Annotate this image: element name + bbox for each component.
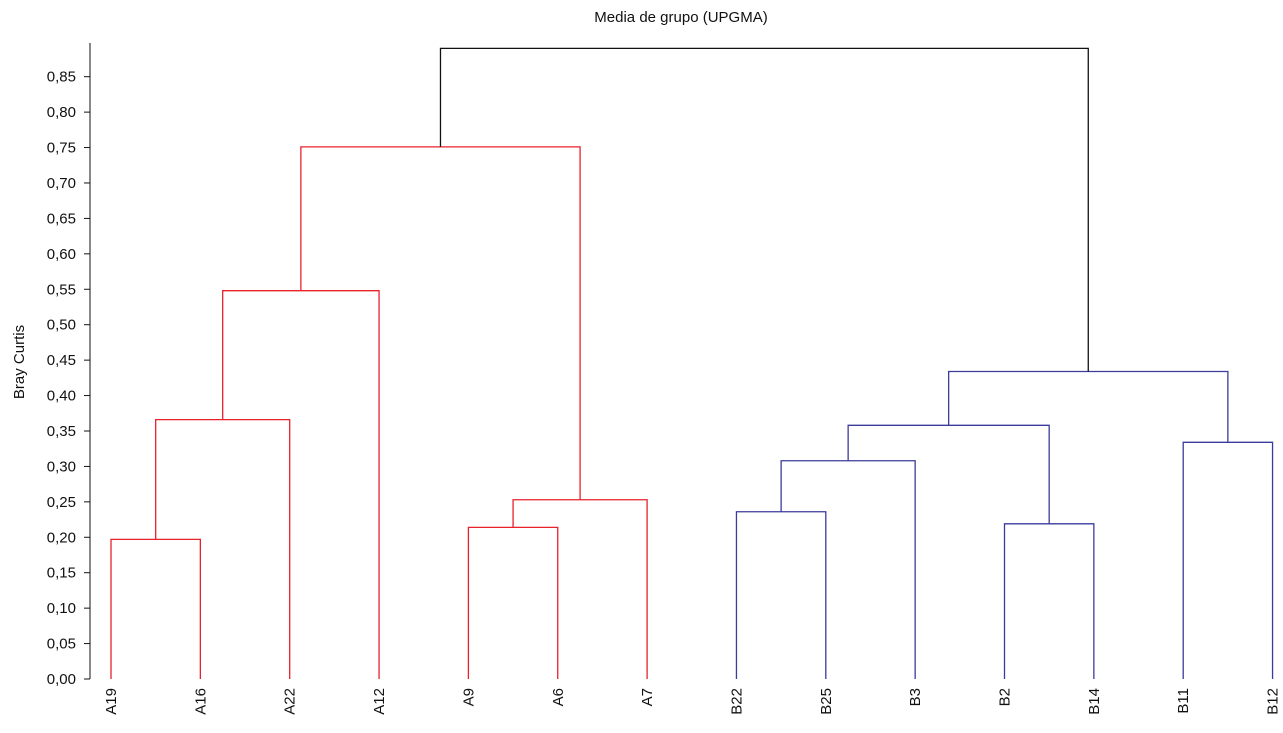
leaf-label: A22 bbox=[282, 688, 299, 715]
leaf-label: A6 bbox=[550, 688, 567, 706]
y-tick-label: 0,85 bbox=[47, 69, 76, 86]
dendrogram-link bbox=[780, 460, 916, 679]
leaf-label: B22 bbox=[728, 688, 745, 715]
y-tick-label: 0,20 bbox=[47, 529, 76, 546]
y-tick-label: 0,00 bbox=[47, 671, 76, 688]
leaf-label: B2 bbox=[997, 688, 1014, 706]
y-tick-label: 0,40 bbox=[47, 388, 76, 405]
dendrogram-link bbox=[155, 419, 291, 679]
leaf-label: A16 bbox=[192, 688, 209, 715]
y-axis-label: Bray Curtis bbox=[11, 325, 28, 399]
y-tick-label: 0,75 bbox=[47, 140, 76, 157]
y-tick-label: 0,35 bbox=[47, 423, 76, 440]
y-tick-label: 0,05 bbox=[47, 636, 76, 653]
leaf-label: B11 bbox=[1175, 688, 1192, 714]
y-tick-label: 0,45 bbox=[47, 352, 76, 369]
dendrogram-link bbox=[467, 526, 559, 679]
dendrogram-link bbox=[439, 47, 1089, 372]
leaf-label: B12 bbox=[1265, 688, 1282, 715]
chart-title: Media de grupo (UPGMA) bbox=[594, 9, 767, 26]
dendrogram-link bbox=[735, 511, 827, 679]
leaf-label: A9 bbox=[460, 688, 477, 706]
dendrogram-link bbox=[512, 499, 648, 679]
y-tick-label: 0,80 bbox=[47, 104, 76, 121]
dendrogram-link bbox=[222, 290, 380, 679]
leaf-label: A7 bbox=[639, 688, 656, 706]
leaf-label: A12 bbox=[371, 688, 388, 715]
dendrogram-link bbox=[847, 424, 1050, 524]
leaf-labels: A19 A16 A22 A12 A9 A6 A7 B22 B25 B3 B2 B14 B11 B12 bbox=[103, 688, 1282, 715]
y-tick-label: 0,55 bbox=[47, 281, 76, 298]
dendrogram-link bbox=[948, 370, 1229, 443]
y-tick-label: 0,65 bbox=[47, 210, 76, 227]
y-tick-label: 0,15 bbox=[47, 565, 76, 582]
y-axis-ticks: 0,00 0,05 0,10 0,15 0,20 0,25 0,30 0,35 0,40 0,45… bbox=[47, 69, 90, 688]
leaf-label: B25 bbox=[818, 688, 835, 715]
leaf-label: B3 bbox=[907, 688, 924, 706]
y-tick-label: 0,70 bbox=[47, 175, 76, 192]
y-tick-label: 0,25 bbox=[47, 494, 76, 511]
dendrogram-link bbox=[300, 146, 581, 500]
y-tick-label: 0,10 bbox=[47, 600, 76, 617]
dendrogram-link bbox=[1182, 441, 1274, 679]
dendrogram-link bbox=[1003, 523, 1095, 679]
y-tick-label: 0,30 bbox=[47, 458, 76, 475]
y-tick-label: 0,50 bbox=[47, 317, 76, 334]
dendrogram-link bbox=[110, 538, 201, 679]
y-tick-label: 0,60 bbox=[47, 246, 76, 263]
leaf-label: B14 bbox=[1086, 688, 1103, 715]
leaf-label: A19 bbox=[103, 688, 120, 715]
dendrogram-links bbox=[110, 47, 1274, 679]
